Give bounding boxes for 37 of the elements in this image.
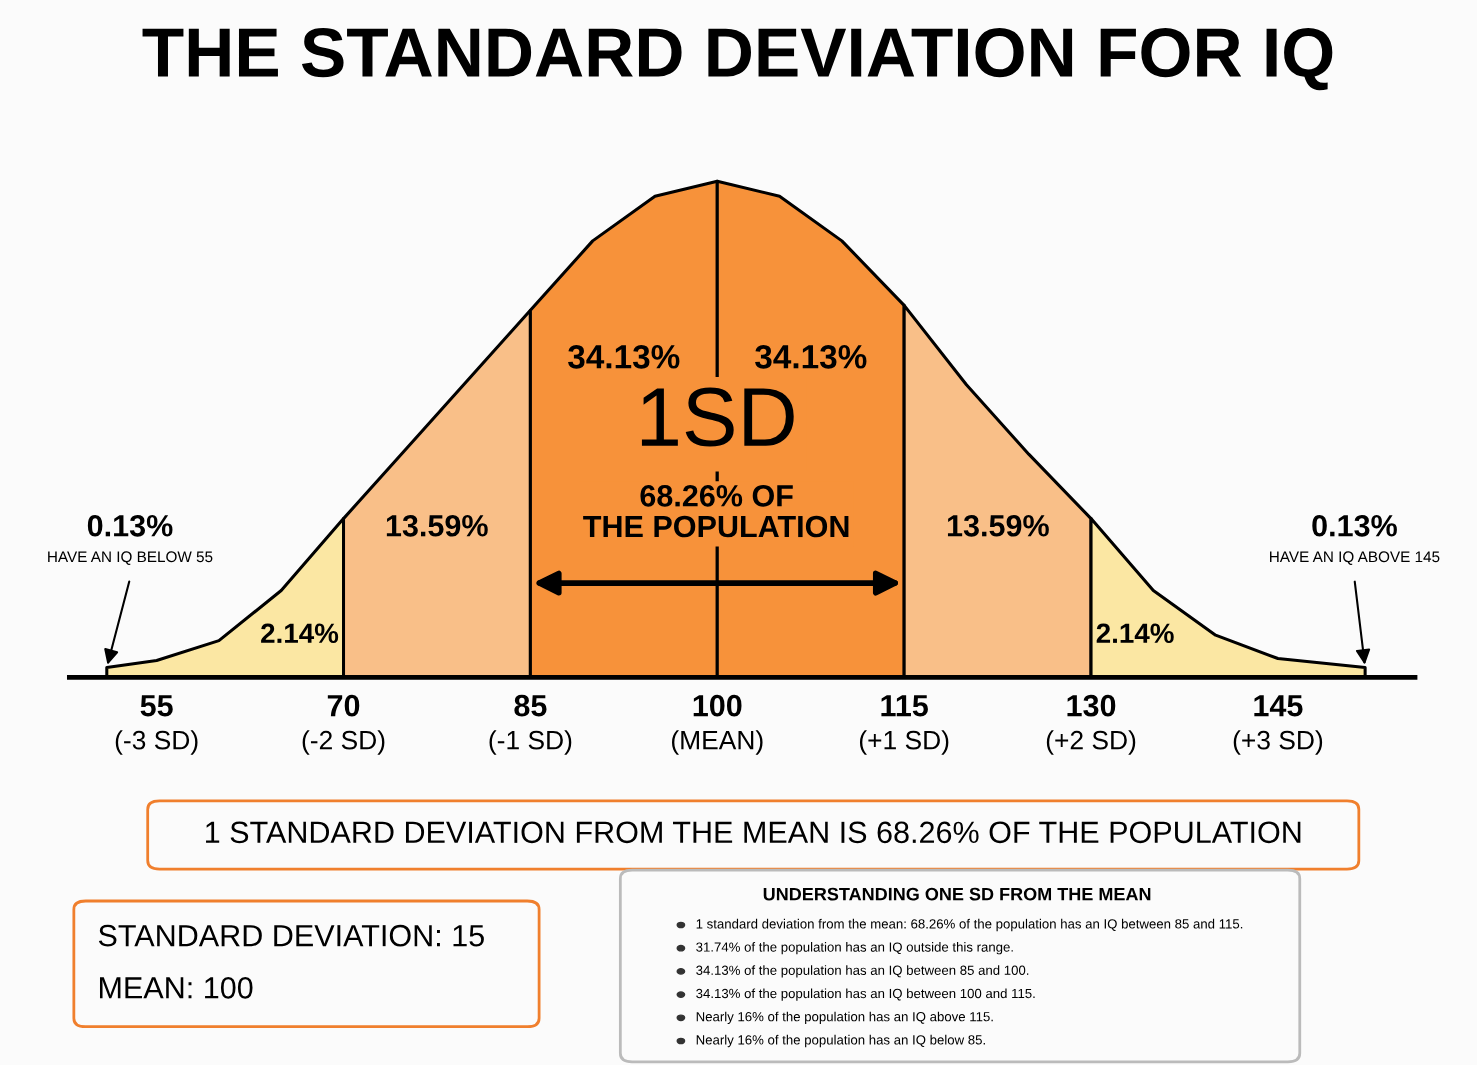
text: (+1 SD) — [859, 730, 949, 755]
text: 34.13% of the population has an IQ between 100 and 115. — [696, 988, 1035, 1001]
annotation: 1SD — [641, 387, 794, 447]
annotation: 13.59% — [386, 514, 488, 537]
x-tick-label: 85 — [514, 694, 547, 717]
annotation: 0.13% — [1312, 514, 1397, 537]
x-tick-label: 55 — [140, 695, 173, 717]
text: MEAN: 100 — [99, 977, 253, 999]
text: 1 standard deviation from the mean: 68.26% of the population has an IQ between 85 and 115. — [696, 918, 1243, 932]
text: (+2 SD) — [1046, 730, 1136, 755]
x-tick-label: 70 — [327, 694, 360, 717]
text: Nearly 16% of the population has an IQ above 115. — [696, 1011, 993, 1024]
text: (MEAN) — [672, 730, 763, 755]
text: 34.13% of the population has an IQ between 85 and 100. — [696, 965, 1029, 978]
text: (-3 SD) — [115, 730, 198, 755]
annotation: HAVE AN IQ ABOVE 145 — [1270, 551, 1440, 565]
annotation: 2.14% — [261, 623, 339, 644]
annotation: 34.13% — [568, 345, 680, 369]
text: 31.74% of the population has an IQ outside this range. — [696, 942, 1013, 955]
chart-title: THE STANDARD DEVIATION FOR IQ — [142, 28, 1333, 91]
text: UNDERSTANDING ONE SD FROM THE MEAN — [763, 887, 1151, 901]
x-tick-label: 130 — [1067, 694, 1116, 717]
annotation: HAVE AN IQ BELOW 55 — [48, 551, 213, 565]
text: (-2 SD) — [302, 730, 385, 755]
x-tick-label: 100 — [693, 694, 742, 717]
annotation: 0.13% — [87, 514, 173, 537]
text: (-1 SD) — [489, 730, 572, 755]
annotation: 34.13% — [755, 345, 867, 369]
annotation: 2.14% — [1096, 623, 1174, 644]
annotation: 68.26% OF THE POPULATION — [583, 485, 849, 538]
text: Nearly 16% of the population has an IQ below 85. — [696, 1034, 985, 1048]
annotation: 13.59% — [947, 514, 1049, 537]
text: STANDARD DEVIATION: 15 — [98, 924, 484, 947]
x-tick-label: 115 — [881, 695, 928, 717]
x-tick-label: 145 — [1254, 695, 1303, 717]
text: (+3 SD) — [1233, 730, 1323, 755]
text: 1 STANDARD DEVIATION FROM THE MEAN IS 68.26% OF THE POPULATION — [206, 821, 1301, 844]
